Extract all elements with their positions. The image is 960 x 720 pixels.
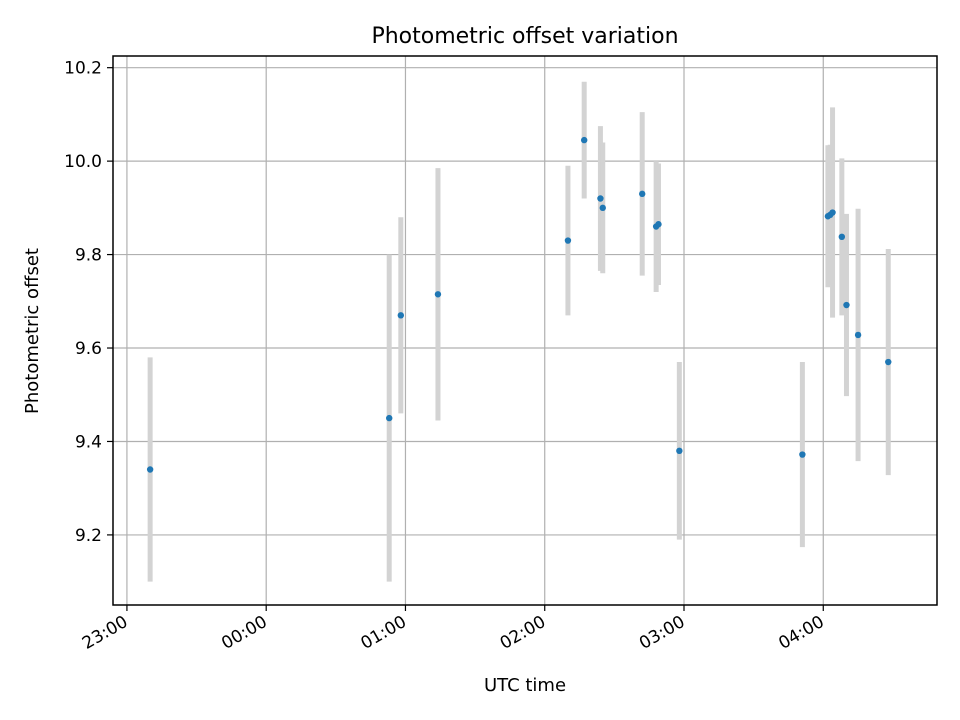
y-axis-label: Photometric offset — [22, 248, 43, 414]
y-tick-label: 10.0 — [64, 152, 102, 172]
data-point — [597, 195, 604, 202]
data-point — [397, 312, 405, 319]
x-tick-label: 01:00 — [358, 612, 410, 654]
x-tick-label: 00:00 — [218, 612, 270, 654]
x-tick-label: 23:00 — [79, 612, 131, 654]
data-point — [386, 414, 393, 422]
chart-title: Photometric offset variation — [371, 24, 678, 49]
x-tick-label: 04:00 — [775, 612, 827, 654]
data-point — [564, 237, 572, 244]
data-point — [838, 233, 846, 241]
error-bars — [147, 81, 891, 582]
data-point — [146, 466, 154, 473]
y-tick-label: 9.4 — [75, 432, 102, 452]
data-point — [434, 291, 442, 298]
x-tick-label: 03:00 — [636, 612, 688, 654]
plot-frame — [112, 55, 938, 606]
y-tick-label: 9.2 — [75, 526, 102, 546]
data-point — [580, 136, 588, 144]
data-point — [599, 204, 606, 212]
data-point — [829, 209, 836, 216]
data-point — [843, 301, 850, 309]
data-point — [854, 331, 862, 339]
data-point — [885, 358, 892, 366]
grid — [113, 56, 937, 605]
x-tick-label: 02:00 — [497, 612, 549, 654]
data-point — [639, 190, 646, 198]
y-tick-label: 9.8 — [75, 246, 102, 266]
data-point — [799, 451, 806, 458]
data-point — [655, 221, 662, 228]
ticks: 9.2 9.4 9.6 9.8 10.0 10.2 23:00 00:00 01:00 02:00… — [64, 59, 828, 654]
data-point — [676, 447, 683, 455]
y-tick-label: 10.2 — [64, 59, 102, 79]
y-tick-label: 9.6 — [75, 339, 102, 359]
data-points — [146, 136, 892, 473]
x-axis-label: UTC time — [484, 675, 566, 696]
